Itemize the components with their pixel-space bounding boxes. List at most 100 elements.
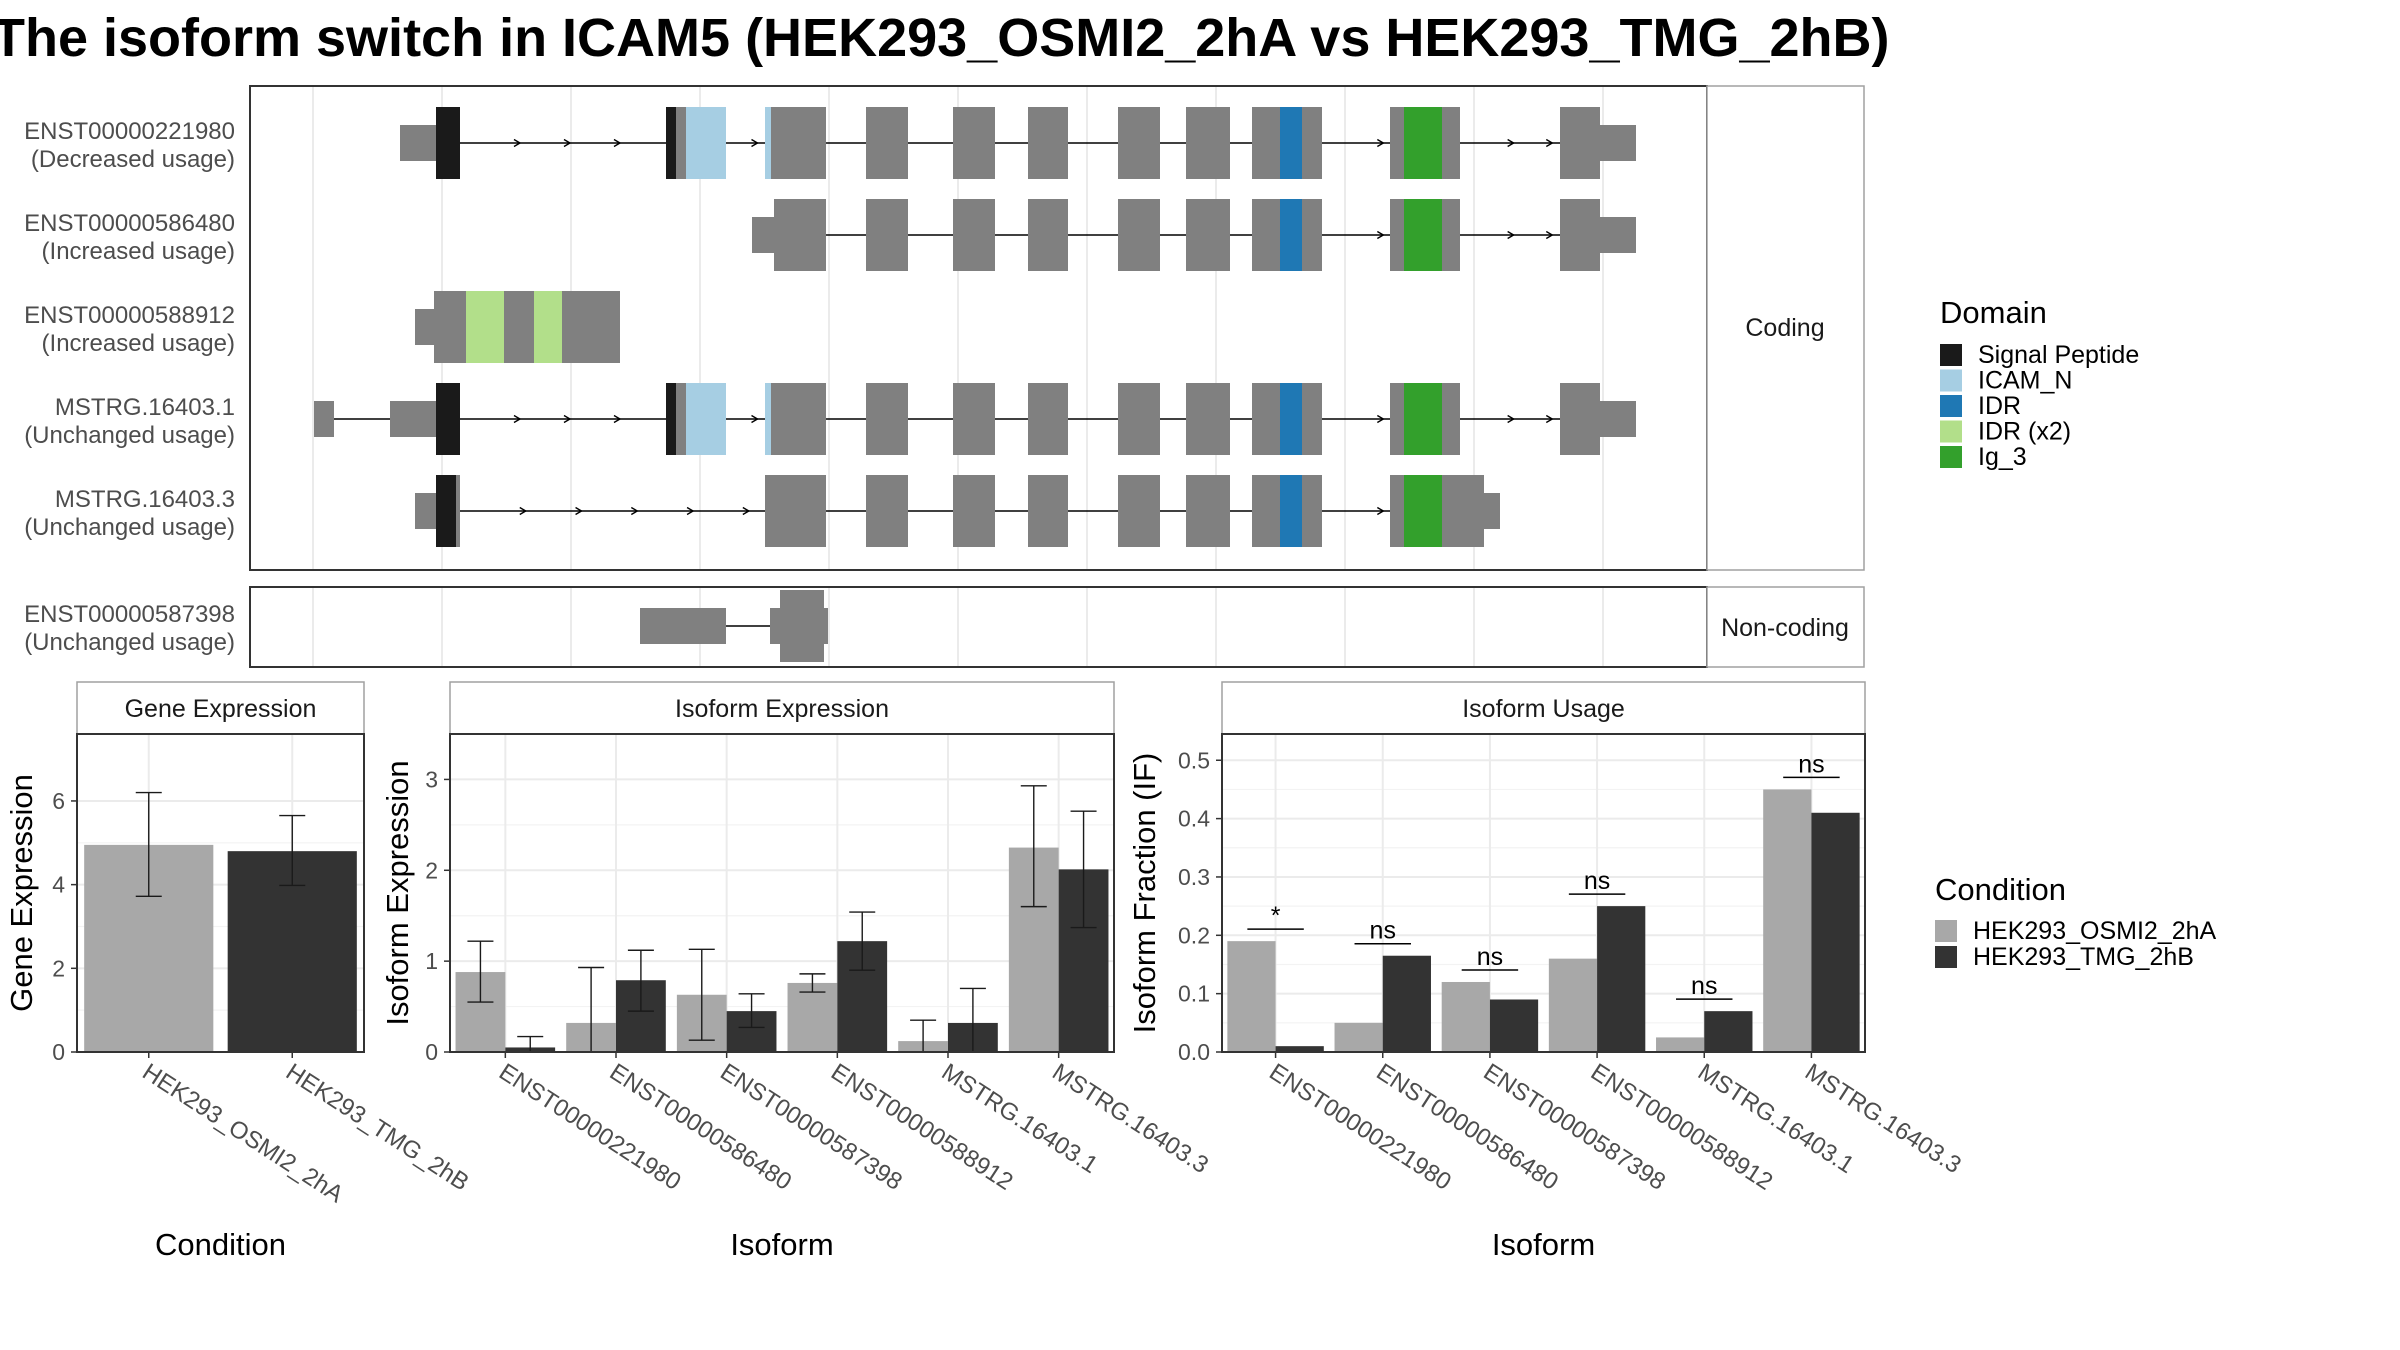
y-tick-label: 0: [425, 1039, 438, 1065]
significance-label: ns: [1798, 750, 1824, 778]
domain-segment: [765, 383, 771, 455]
transcript-id-label: ENST00000588912: [24, 302, 235, 329]
significance-label: ns: [1477, 943, 1503, 971]
chart-title: Isoform Usage: [1462, 695, 1625, 723]
transcript-usage-label: (Unchanged usage): [24, 514, 235, 541]
exon: [415, 493, 436, 529]
exon: [1484, 493, 1500, 529]
domain-segment: [436, 475, 456, 547]
strand-arrow: [613, 138, 622, 148]
transcript-id-label: ENST00000586480: [24, 210, 235, 237]
domain-legend-title: Domain: [1940, 295, 2047, 330]
exon: [824, 608, 828, 644]
exon: [1118, 383, 1160, 455]
exon: [1302, 383, 1322, 455]
exon: [1252, 107, 1280, 179]
y-tick-label: 0: [52, 1039, 65, 1065]
exon: [1186, 475, 1230, 547]
exon: [1028, 383, 1068, 455]
bar: [1334, 1022, 1383, 1052]
exon: [434, 291, 466, 363]
condition-legend-key: [1935, 946, 1957, 968]
transcript-usage-label: (Increased usage): [42, 330, 235, 357]
strand-arrow: [513, 138, 522, 148]
plot-border: [76, 733, 365, 1053]
domain-legend-label: Signal Peptide: [1978, 341, 2139, 369]
strand-arrow: [1376, 230, 1385, 240]
chart-strip: [1221, 681, 1866, 735]
domain-segment: [1404, 383, 1442, 455]
domain-segment: [1404, 475, 1442, 547]
exon: [390, 401, 436, 437]
y-tick-label: 1: [425, 948, 438, 974]
noncoding-panel-background: [250, 587, 1707, 667]
strand-arrow: [575, 506, 583, 516]
chart-title: Isoform Expression: [675, 695, 889, 723]
domain-segment: [534, 291, 562, 363]
domain-segment: [765, 107, 771, 179]
domain-legend-key: [1940, 344, 1962, 366]
exon: [953, 383, 995, 455]
exon: [770, 608, 780, 644]
noncoding-strip-label: Non-coding: [1721, 614, 1849, 642]
strand-arrow: [1376, 414, 1385, 424]
y-axis-title: Isoform Fraction (IF): [1127, 753, 1162, 1034]
exon: [1390, 199, 1404, 271]
exon: [1560, 383, 1600, 455]
bar: [1382, 955, 1431, 1052]
condition-legend-label: HEK293_OSMI2_2hA: [1973, 917, 2217, 945]
exon: [1186, 383, 1230, 455]
exon: [771, 383, 826, 455]
domain-legend-key: [1940, 395, 1962, 417]
strand-arrow: [1376, 138, 1385, 148]
transcript-id-label: ENST00000221980: [24, 118, 235, 145]
bar: [1597, 906, 1646, 1052]
exon: [1118, 107, 1160, 179]
exon: [866, 475, 908, 547]
strand-arrow: [742, 506, 751, 516]
exon: [1252, 199, 1280, 271]
bar: [1441, 981, 1490, 1052]
exon: [1390, 383, 1404, 455]
exon: [1390, 107, 1404, 179]
bar: [1227, 941, 1276, 1052]
bar: [1548, 958, 1598, 1052]
noncoding-strip: [1706, 586, 1865, 668]
domain-legend-label: Ig_3: [1978, 443, 2027, 471]
strand-arrow: [751, 138, 759, 148]
domain-segment: [686, 107, 726, 179]
exon: [1600, 125, 1636, 161]
bar: [1656, 1037, 1705, 1052]
exon: [400, 125, 436, 161]
transcript-usage-label: (Decreased usage): [31, 146, 235, 173]
bar: [1763, 789, 1812, 1052]
exon: [456, 475, 460, 547]
domain-segment: [1404, 199, 1442, 271]
transcript-id-label: MSTRG.16403.1: [55, 394, 235, 421]
y-axis-title: Gene Expression: [4, 774, 39, 1012]
y-tick-label: 0.5: [1178, 747, 1210, 773]
condition-legend-label: HEK293_TMG_2hB: [1973, 943, 2194, 971]
strand-arrow: [519, 506, 528, 516]
plot-background: [1222, 734, 1865, 1052]
domain-segment: [436, 383, 460, 455]
strand-arrow: [1545, 230, 1554, 240]
y-tick-label: 0.2: [1178, 922, 1210, 948]
domain-legend-label: IDR: [1978, 392, 2021, 420]
domain-legend-label: IDR (x2): [1978, 418, 2071, 446]
domain-legend-key: [1940, 369, 1962, 392]
coding-strip-label: Coding: [1745, 314, 1824, 342]
exon: [1302, 107, 1322, 179]
y-axis-title: Isoform Expression: [380, 760, 415, 1025]
exon: [1118, 475, 1160, 547]
exon: [1028, 199, 1068, 271]
plot-border: [1221, 733, 1866, 1053]
exon: [771, 107, 826, 179]
bar: [787, 982, 838, 1052]
significance-label: ns: [1584, 867, 1610, 895]
y-tick-label: 0.3: [1178, 864, 1210, 890]
y-tick-label: 4: [52, 872, 65, 898]
strand-arrow: [1507, 138, 1516, 148]
y-tick-label: 3: [425, 766, 438, 792]
